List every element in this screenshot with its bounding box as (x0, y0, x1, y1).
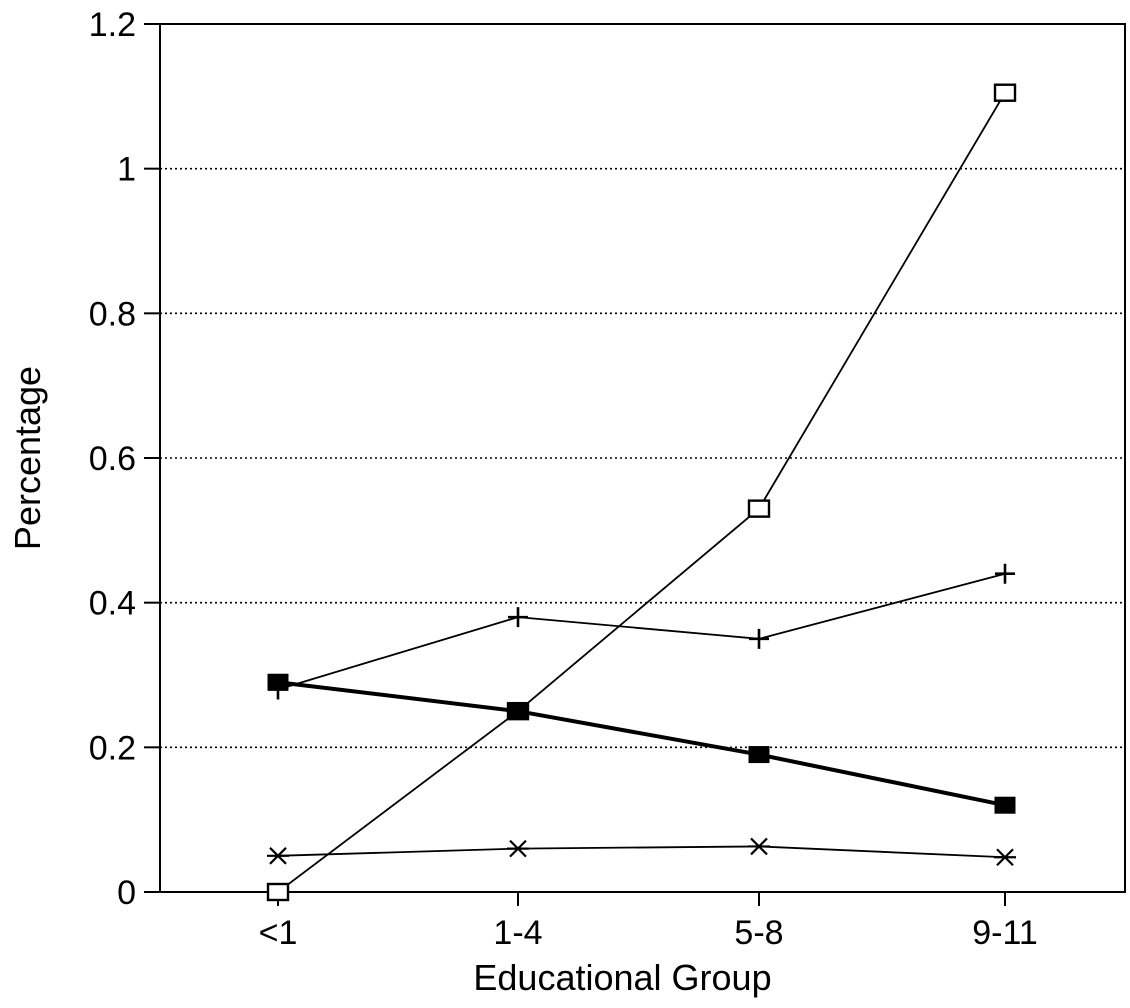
data-point-filled-square (994, 796, 1016, 814)
data-point-plus (508, 607, 528, 628)
y-tick-label: 1.2 (89, 6, 136, 44)
series-line-open-square (277, 92, 1006, 893)
x-tick-label: 5-8 (734, 914, 783, 952)
y-tick-label: 1 (117, 151, 136, 189)
data-point-filled-square (507, 702, 529, 720)
data-point-open-square (747, 499, 771, 518)
x-tick-label: <1 (259, 914, 298, 952)
data-point-open-square (266, 882, 290, 902)
data-point-plus (749, 628, 769, 649)
y-axis-title: Percentage (7, 366, 48, 550)
series-line-asterisk (277, 845, 1006, 859)
y-tick-label: 0.4 (89, 585, 136, 623)
y-tick-label: 0.2 (89, 729, 136, 767)
y-tick-label: 0.8 (89, 295, 136, 333)
data-point-open-square (993, 83, 1017, 102)
y-tick-label: 0.6 (89, 440, 136, 478)
plot-frame (159, 23, 1126, 893)
series-line-filled-square (277, 680, 1006, 808)
data-point-asterisk (267, 847, 289, 865)
data-point-plus (995, 563, 1015, 584)
data-point-asterisk (507, 839, 529, 858)
data-point-asterisk (994, 848, 1016, 867)
data-point-filled-square (267, 673, 289, 691)
series-line-plus (277, 572, 1006, 691)
data-point-asterisk (748, 837, 770, 856)
data-point-filled-square (748, 746, 770, 764)
x-tick-label: 9-11 (972, 914, 1038, 952)
x-axis-title: Educational Group (473, 957, 771, 998)
x-tick-label: 1-4 (493, 914, 542, 952)
y-tick-label: 0 (117, 874, 136, 912)
